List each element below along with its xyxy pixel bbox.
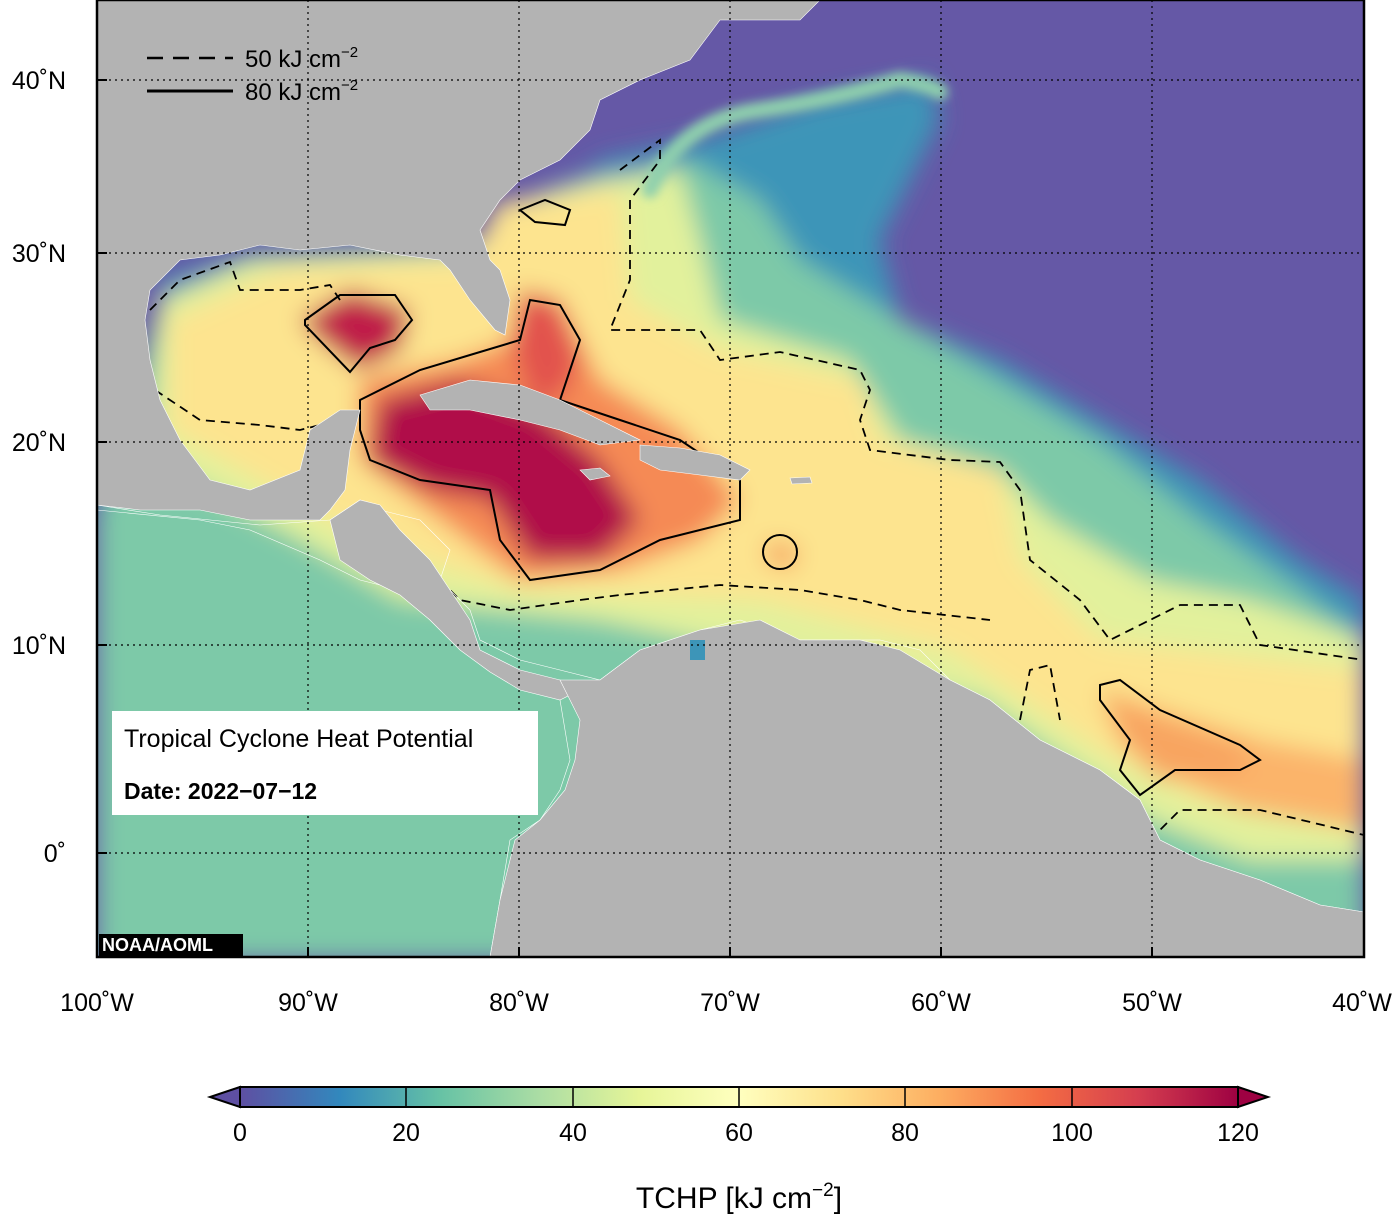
lat-tick-label: 30˚N bbox=[12, 240, 66, 268]
lat-tick-label: 40˚N bbox=[12, 67, 66, 95]
colorbar: 0 20 40 60 80 100 120 TCHP [kJ cm−2] bbox=[206, 1085, 1272, 1215]
contour-80-small bbox=[762, 534, 798, 570]
colorbar-tick-label: 0 bbox=[233, 1119, 247, 1147]
puerto-rico bbox=[789, 476, 813, 485]
contour-50-c bbox=[608, 138, 1364, 661]
lat-tick-label: 0˚ bbox=[44, 840, 66, 868]
north-america bbox=[97, 0, 821, 521]
contour-50-a bbox=[149, 260, 341, 311]
lon-tick-label: 80˚W bbox=[489, 989, 549, 1017]
colorbar-ticks bbox=[405, 1087, 1073, 1107]
contour-80-gulf bbox=[304, 294, 414, 374]
legend-item-solid: 80 kJ cm−2 bbox=[245, 77, 358, 106]
contour-50-e bbox=[1019, 663, 1061, 721]
lon-tick-label: 60˚W bbox=[911, 989, 971, 1017]
colorbar-tick-label: 40 bbox=[559, 1119, 587, 1147]
colorbar-tick-label: 80 bbox=[891, 1119, 919, 1147]
contour-80-north bbox=[518, 198, 572, 227]
info-date: Date: 2022−07−12 bbox=[124, 778, 318, 804]
lon-tick-label: 70˚W bbox=[700, 989, 760, 1017]
lat-tick-labels: 40˚N 30˚N 20˚N 10˚N 0˚ bbox=[12, 67, 66, 868]
land bbox=[97, 0, 1364, 957]
credit-label: NOAA/AOML bbox=[99, 934, 243, 956]
colorbar-label: TCHP [kJ cm−2] bbox=[636, 1180, 842, 1215]
lon-tick-labels: 100˚W 90˚W 80˚W 70˚W 60˚W 50˚W 40˚W bbox=[60, 989, 1392, 1017]
axis-ticks bbox=[96, 79, 1153, 957]
colorbar-low-arrow bbox=[206, 1085, 241, 1109]
lon-tick-label: 90˚W bbox=[278, 989, 338, 1017]
info-box: Tropical Cyclone Heat Potential Date: 20… bbox=[112, 711, 538, 815]
jamaica bbox=[579, 467, 611, 481]
south-america bbox=[489, 619, 1364, 957]
hispaniola bbox=[639, 444, 751, 481]
lon-tick-label: 40˚W bbox=[1332, 989, 1392, 1017]
info-title: Tropical Cyclone Heat Potential bbox=[124, 725, 474, 753]
colorbar-tick-label: 100 bbox=[1051, 1119, 1093, 1147]
contour-legend: 50 kJ cm−2 80 kJ cm−2 bbox=[147, 44, 358, 106]
gridlines bbox=[97, 0, 1364, 957]
gulf-stream bbox=[642, 71, 948, 198]
legend-item-dashed: 50 kJ cm−2 bbox=[245, 44, 358, 73]
lon-tick-label: 100˚W bbox=[60, 989, 134, 1017]
contour-50-d bbox=[439, 579, 991, 621]
lat-tick-label: 20˚N bbox=[12, 429, 66, 457]
colorbar-tick-labels: 0 20 40 60 80 100 120 bbox=[233, 1119, 1259, 1147]
contours-dashed bbox=[149, 138, 1364, 841]
lake-maracaibo bbox=[690, 640, 705, 660]
contour-80-atlantic bbox=[1099, 678, 1262, 797]
contour-50-f bbox=[1149, 809, 1364, 841]
contour-50-b bbox=[154, 389, 341, 431]
colorbar-tick-label: 60 bbox=[725, 1119, 753, 1147]
map-field bbox=[97, 0, 1364, 957]
colorbar-high-arrow bbox=[1237, 1085, 1272, 1109]
lat-tick-label: 10˚N bbox=[12, 632, 66, 660]
colorbar-tick-label: 120 bbox=[1217, 1119, 1259, 1147]
colorbar-tick-label: 20 bbox=[392, 1119, 420, 1147]
lon-tick-label: 50˚W bbox=[1122, 989, 1182, 1017]
